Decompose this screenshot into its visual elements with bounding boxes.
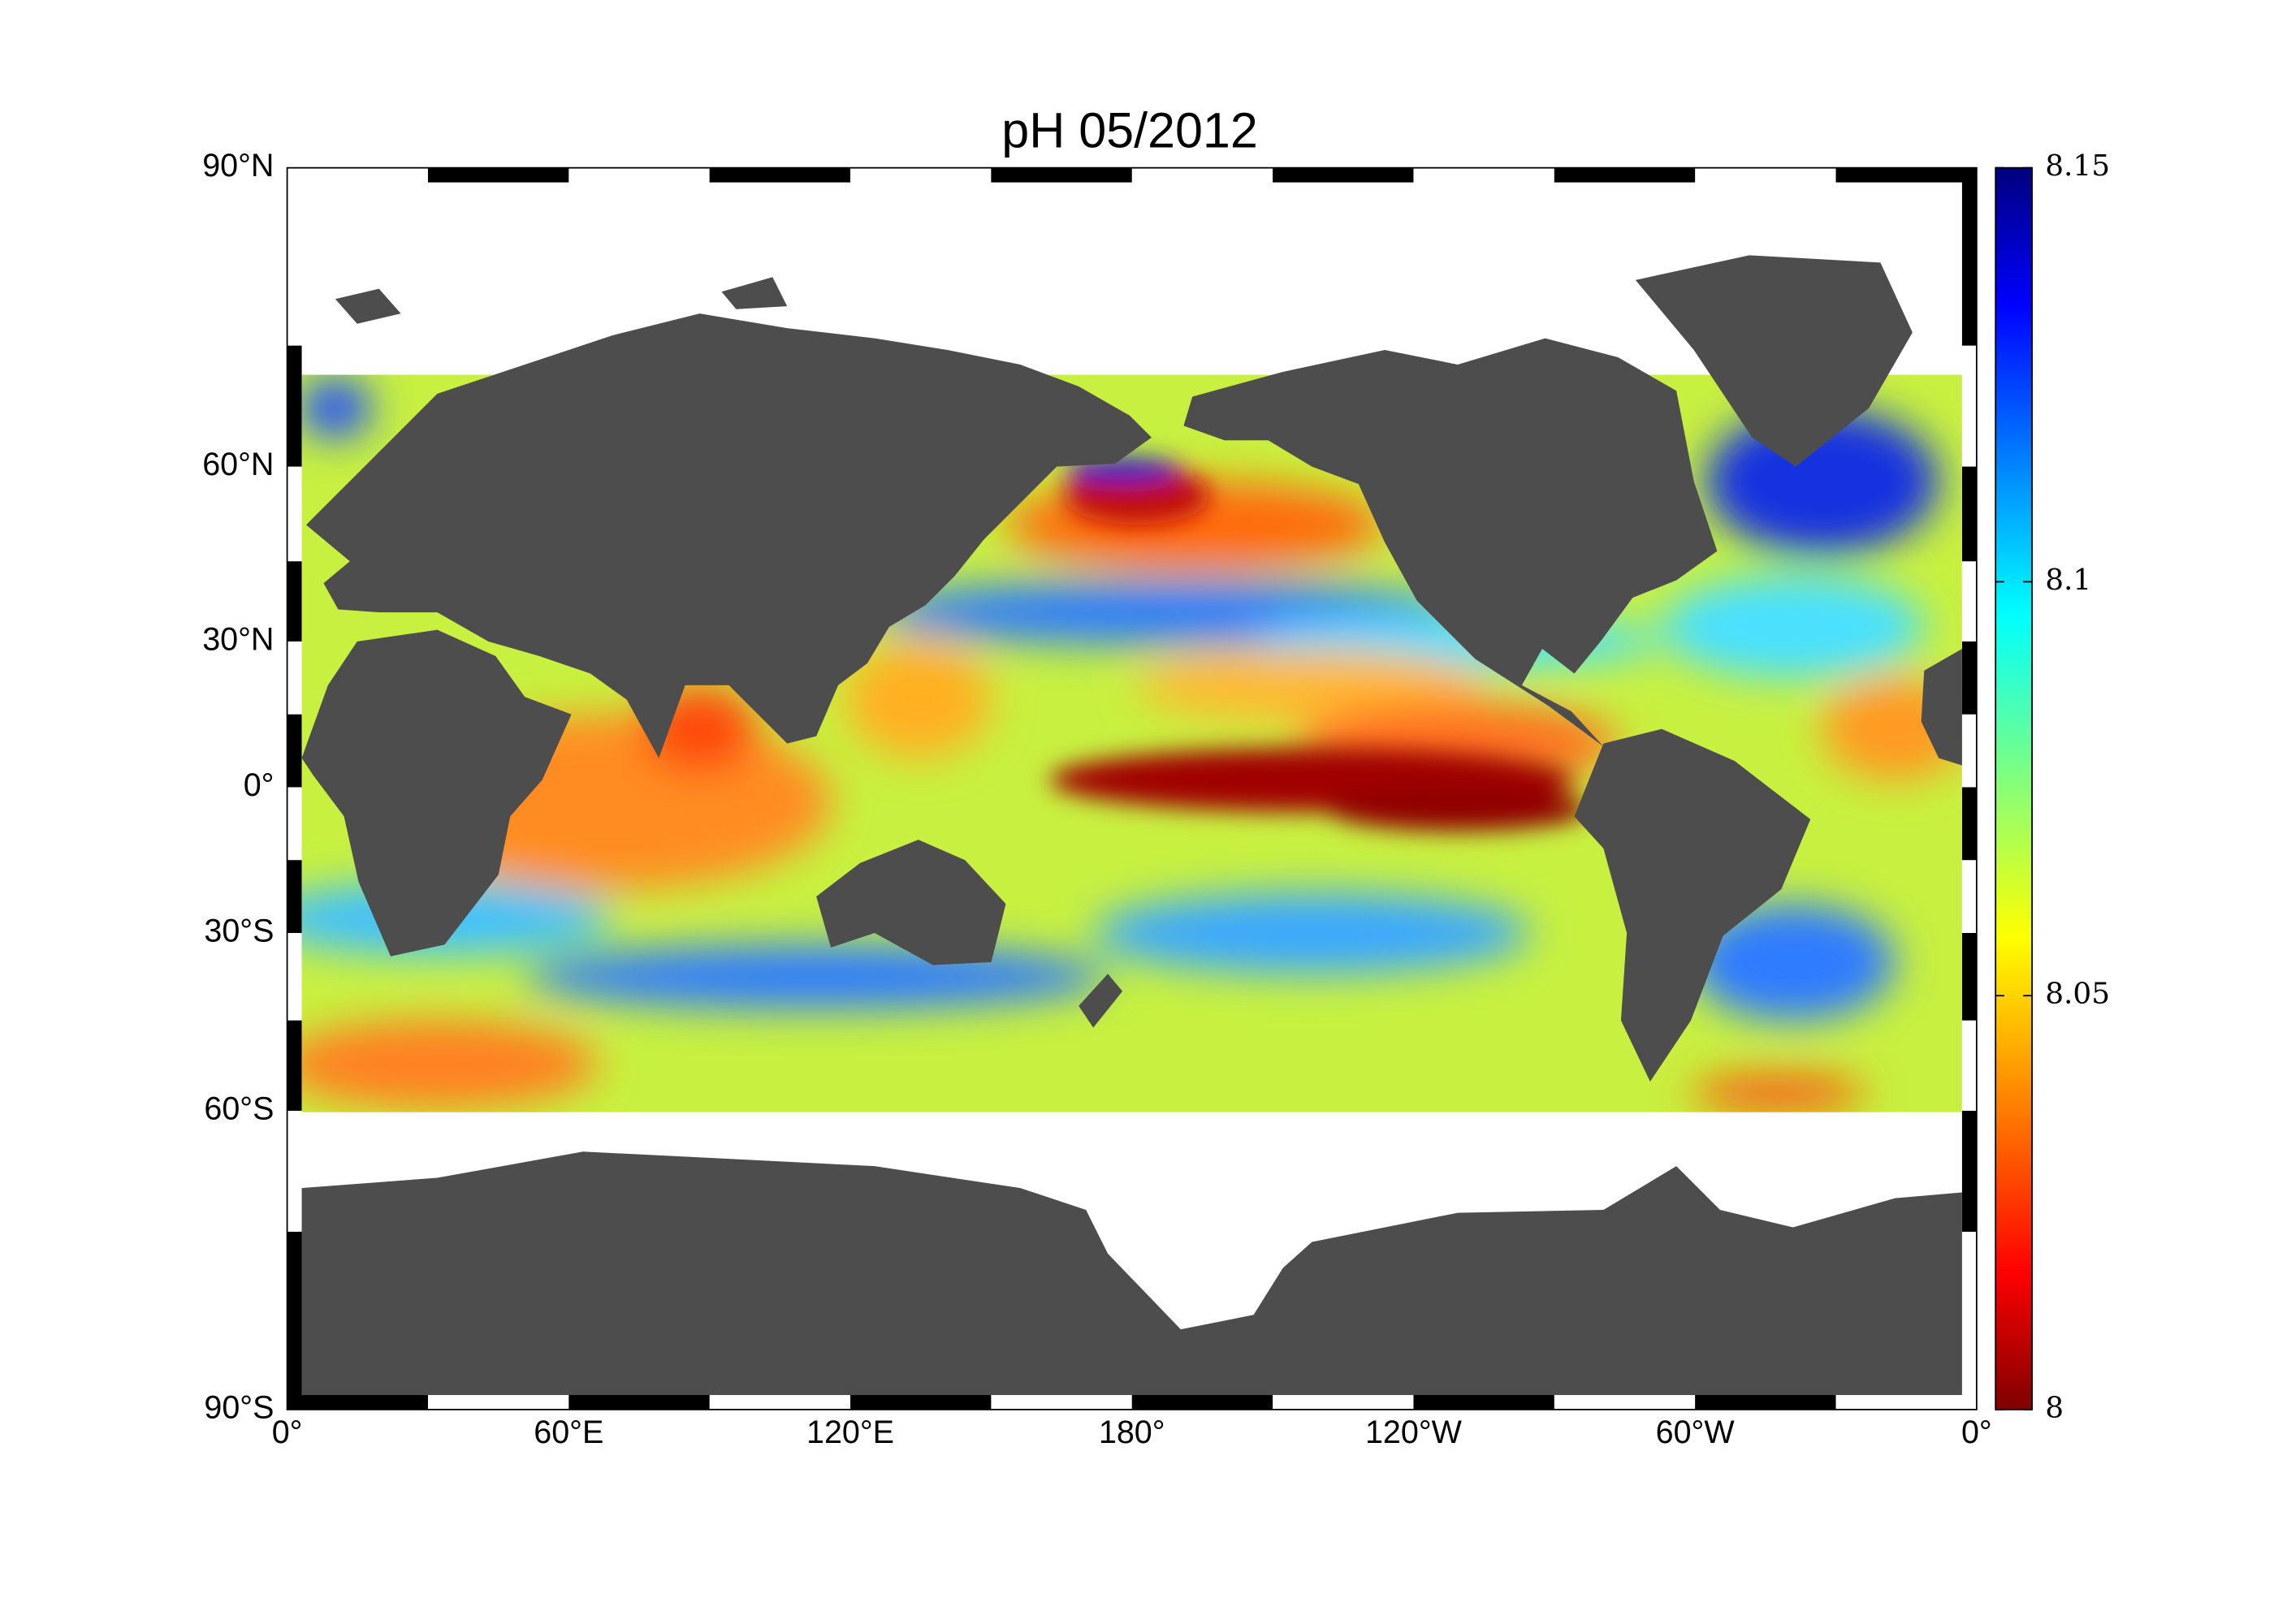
frame-check — [1961, 167, 1977, 346]
colorbar-tick-label: 8 — [2045, 1391, 2064, 1424]
x-tick-label: 60°W — [1656, 1415, 1736, 1450]
y-tick-label: 0° — [244, 767, 275, 803]
frame-check — [1131, 1394, 1273, 1410]
frame-check — [1961, 641, 1977, 715]
y-tick-label: 90°S — [204, 1389, 274, 1425]
frame-check — [1413, 1394, 1554, 1410]
frame-check — [287, 714, 302, 788]
frame-checks — [287, 167, 1977, 1410]
land — [305, 313, 1152, 758]
frame-check — [1273, 167, 1414, 183]
frame-check — [1961, 787, 1977, 861]
land-masses — [301, 255, 1962, 1395]
frame-check — [287, 1394, 428, 1410]
y-tick-label: 30°N — [202, 621, 274, 657]
frame-check — [1695, 1394, 1836, 1410]
axes: 0° 60°E 120°E 180° 120°W 60°W 0° 90°N 60°N 30°N 0°… — [202, 148, 2110, 1450]
frame-check — [287, 561, 302, 641]
land — [335, 288, 401, 324]
land — [1183, 338, 1718, 747]
land — [301, 1151, 1962, 1395]
frame-check — [1961, 1110, 1977, 1232]
colorbar-tick-label: 8.1 — [2045, 564, 2091, 597]
map-title: pH 05/2012 — [1001, 103, 1258, 158]
frame-check — [287, 1231, 302, 1410]
frame-check — [287, 345, 302, 467]
x-tick-label: 0° — [272, 1415, 303, 1450]
colorbar-tick-label: 8.05 — [2045, 978, 2110, 1011]
frame-check — [991, 167, 1132, 183]
y-tick-label: 90°N — [202, 148, 274, 184]
land — [301, 629, 572, 957]
frame-check — [1961, 466, 1977, 562]
frame-check — [568, 1394, 710, 1410]
land — [1574, 728, 1811, 1082]
y-tick-label: 30°S — [204, 913, 274, 948]
frame-check — [709, 167, 851, 183]
x-tick-label: 120°E — [806, 1415, 894, 1450]
frame-check — [427, 167, 569, 183]
x-tick-label: 0° — [1961, 1415, 1992, 1450]
colorbar — [1995, 166, 2033, 1410]
x-tick-label: 180° — [1099, 1415, 1165, 1450]
land — [1921, 648, 1962, 766]
frame-check — [1961, 932, 1977, 1021]
x-tick-label: 60°E — [534, 1415, 603, 1450]
frame-check — [1554, 167, 1696, 183]
frame-check — [287, 1020, 302, 1111]
land — [816, 840, 1006, 965]
colorbar-tick-label: 8.15 — [2045, 149, 2110, 183]
y-tick-label: 60°N — [202, 447, 274, 482]
x-tick-label: 120°W — [1365, 1415, 1463, 1450]
land — [1635, 255, 1913, 467]
frame-check — [287, 860, 302, 933]
frame-check — [850, 1394, 992, 1410]
frame-check — [1835, 167, 1977, 183]
land — [1079, 974, 1123, 1028]
land — [721, 277, 788, 309]
y-tick-label: 60°S — [204, 1091, 274, 1126]
